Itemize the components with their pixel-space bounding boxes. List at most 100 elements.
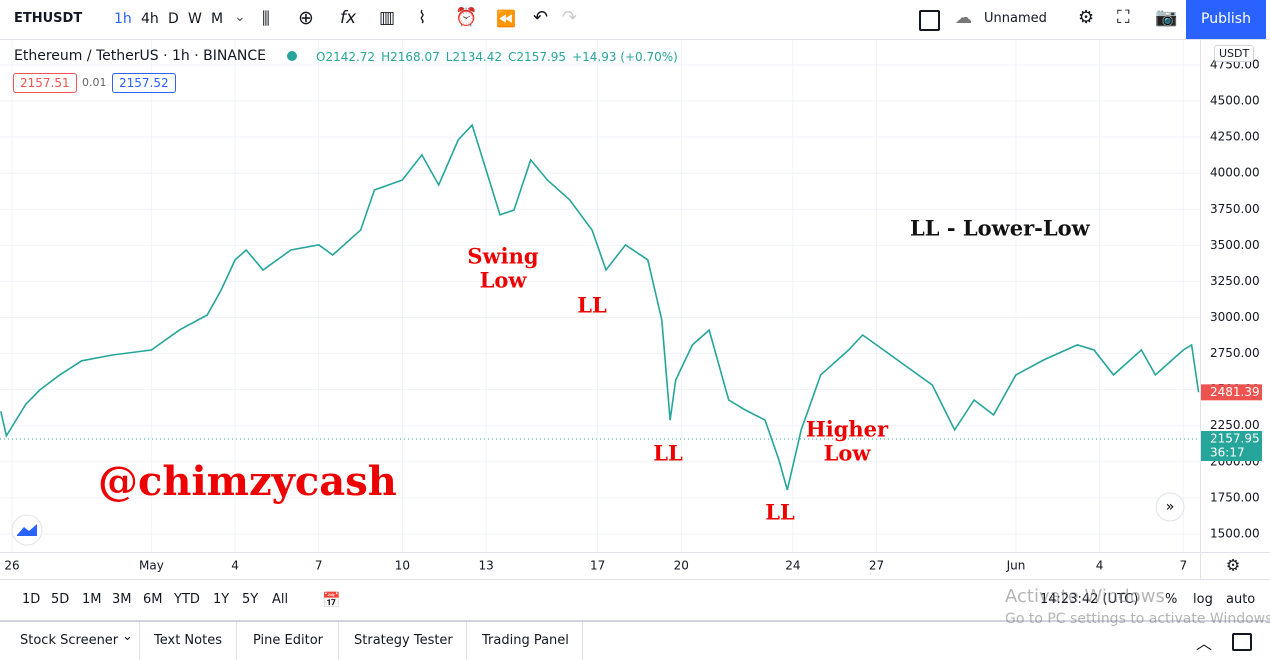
range-button[interactable]: 1Y	[213, 592, 230, 607]
tab-separator	[338, 622, 339, 660]
range-button[interactable]: 6M	[143, 592, 163, 607]
legend-note: LL - Lower-Low	[910, 216, 1091, 241]
range-button[interactable]: 3M	[112, 592, 132, 607]
os-notice: Go to PC settings to activate Windows.	[1005, 611, 1270, 627]
compare[interactable]: ⊕	[298, 7, 314, 29]
interval[interactable]: 1h	[114, 11, 132, 27]
fullscreen[interactable]: ⛶	[1117, 7, 1130, 28]
y-tick-label: 4500.00	[1210, 94, 1260, 108]
scroll-button[interactable]	[1155, 492, 1185, 522]
x-tick-label: 7	[1179, 559, 1187, 573]
collapse[interactable]: ︿	[1196, 634, 1213, 653]
y-tick-label: 4250.00	[1210, 130, 1260, 144]
ohlc: O2142.72 H2168.07 L2134.42 C2157.95 +14.93 (…	[316, 50, 684, 64]
x-tick-label: 20	[674, 559, 689, 573]
last-price-badge	[1201, 384, 1262, 401]
date-range-icon[interactable]: 📅	[322, 591, 341, 609]
chart-type[interactable]: ⫼	[262, 9, 270, 29]
x-tick-label: 17	[590, 559, 605, 573]
y-tick-label: 2750.00	[1210, 346, 1260, 360]
snapshot[interactable]: 📷	[1155, 7, 1178, 28]
tab[interactable]: Strategy Tester	[354, 633, 453, 648]
logo-icon	[17, 524, 37, 536]
annotation: Higher	[806, 417, 889, 442]
tab[interactable]: Stock Screener	[20, 633, 119, 648]
symbol[interactable]: ETHUSDT	[14, 11, 83, 26]
x-tick-label: Jun	[1006, 559, 1026, 573]
range-button[interactable]: 5Y	[242, 592, 259, 607]
range-button[interactable]: 1M	[82, 592, 102, 607]
interval[interactable]: D	[168, 11, 179, 27]
ask[interactable]: 2157.52	[112, 73, 176, 93]
redo[interactable]: ↷	[562, 7, 578, 28]
price-line	[0, 123, 1200, 491]
axis-border	[1200, 40, 1201, 580]
annotation: Low	[824, 441, 872, 466]
tab[interactable]: Text Notes	[154, 633, 222, 648]
range-button[interactable]: YTD	[174, 592, 200, 607]
settings[interactable]: ⚙	[1078, 7, 1095, 28]
scale-option[interactable]: %	[1165, 592, 1178, 607]
publish-button[interactable]: Publish	[1186, 0, 1266, 39]
y-tick-label: 3500.00	[1210, 238, 1260, 252]
y-tick-label: 3000.00	[1210, 310, 1260, 324]
os-notice: Activate Windows	[1005, 586, 1165, 607]
tab-separator	[139, 622, 140, 660]
ohlc-value: C2157.95	[508, 50, 567, 64]
tab-separator	[582, 622, 583, 660]
bid[interactable]: 2157.51	[13, 73, 77, 93]
tab-separator	[466, 622, 467, 660]
financials[interactable]: ▥	[379, 8, 396, 28]
templates[interactable]: ⌇	[418, 8, 427, 28]
y-tick-label: 1750.00	[1210, 490, 1260, 504]
x-tick-label: 7	[315, 559, 323, 573]
maximize[interactable]	[1232, 633, 1252, 651]
annotation: LL	[577, 293, 607, 318]
x-tick-label: 4	[1096, 559, 1104, 573]
x-tick-label: 26	[4, 559, 19, 573]
annotation: Swing	[467, 244, 538, 269]
separator	[0, 620, 1270, 622]
y-tick-label: 3250.00	[1210, 274, 1260, 288]
alert[interactable]: ⏰	[455, 7, 478, 28]
currency[interactable]: USDT	[1214, 45, 1255, 62]
watermark: @chimzycash	[98, 458, 397, 505]
undo[interactable]: ↶	[533, 7, 549, 28]
interval[interactable]: 4h	[141, 11, 159, 27]
ohlc-value: +14.93 (+0.70%)	[572, 50, 678, 64]
last-price-label: 2481.39	[1210, 385, 1260, 399]
layout-button[interactable]	[919, 10, 940, 31]
interval-menu[interactable]: ⌄	[234, 9, 246, 25]
interval[interactable]: M	[211, 11, 224, 27]
ohlc-value: L2134.42	[445, 50, 503, 64]
range-button[interactable]: All	[272, 592, 289, 607]
settings-icon[interactable]: ⚙	[1226, 556, 1240, 575]
spread: 0.01	[82, 76, 107, 89]
indicators[interactable]: fx	[340, 8, 357, 28]
x-tick-label: 24	[785, 559, 800, 573]
tab-menu[interactable]: ⌄	[122, 629, 133, 644]
ohlc-value: H2168.07	[381, 50, 440, 64]
status-dot	[287, 51, 297, 61]
scale-option[interactable]: log	[1193, 592, 1213, 607]
range-button[interactable]: 5D	[51, 592, 70, 607]
tab[interactable]: Trading Panel	[482, 633, 569, 648]
tab[interactable]: Pine Editor	[253, 633, 324, 648]
layout-name[interactable]: Unnamed	[984, 11, 1047, 26]
y-tick-label: 3750.00	[1210, 202, 1260, 216]
cloud-icon: ☁	[955, 8, 972, 28]
annotation: LL	[653, 441, 683, 466]
annotation: LL	[765, 500, 795, 525]
y-tick-label: 4000.00	[1210, 166, 1260, 180]
tab-separator	[236, 622, 237, 660]
x-tick-label: 27	[869, 559, 884, 573]
countdown: 36:17	[1210, 446, 1245, 460]
interval[interactable]: W	[188, 11, 202, 27]
current-price-badge	[1201, 431, 1262, 462]
range-button[interactable]: 1D	[22, 592, 41, 607]
scale-option[interactable]: auto	[1226, 592, 1256, 607]
x-tick-label: 4	[231, 559, 239, 573]
replay[interactable]: ⏪	[496, 9, 516, 28]
